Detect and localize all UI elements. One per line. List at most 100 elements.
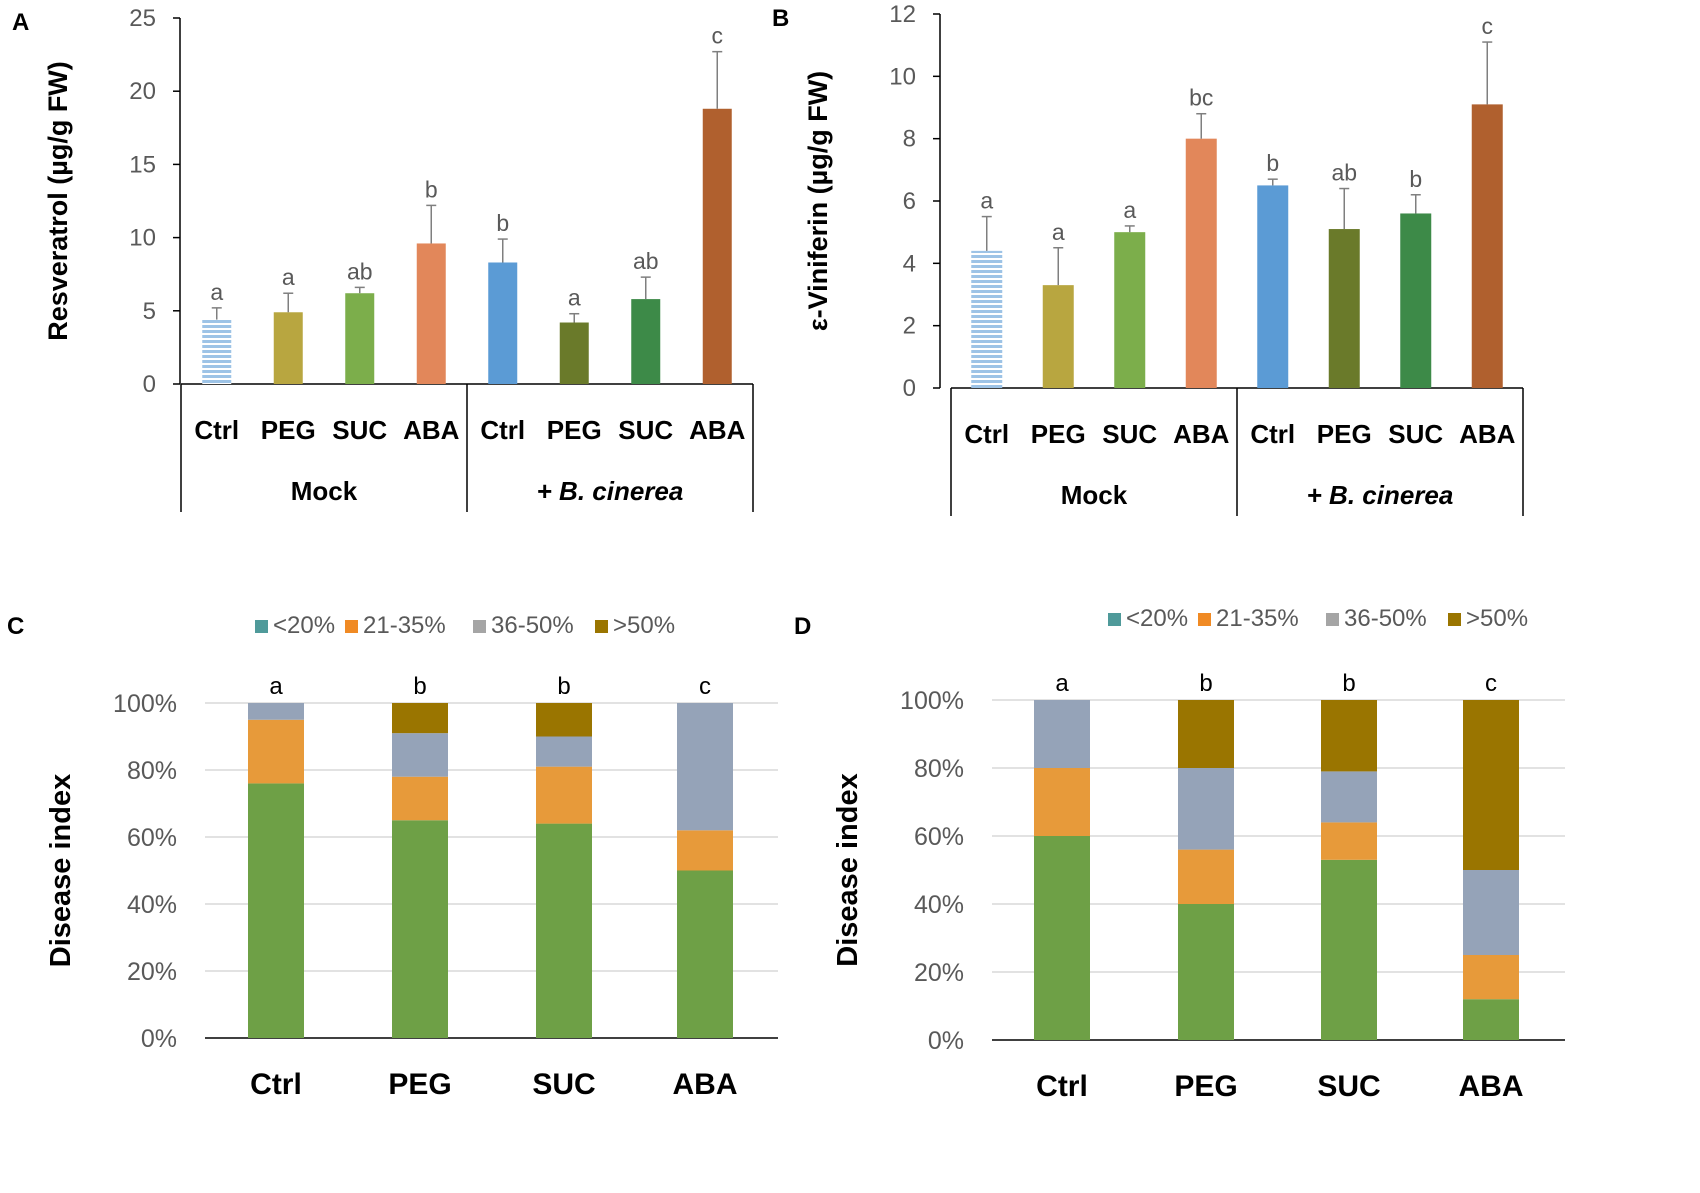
y-axis-title: Resveratrol (µg/g FW) xyxy=(43,61,73,341)
y-tick-label: 25 xyxy=(129,5,156,32)
significance-letter: a xyxy=(1055,670,1069,697)
bar-bcinerea-peg xyxy=(559,322,589,384)
significance-letter: ab xyxy=(1331,160,1357,186)
legend-label: <20% xyxy=(273,612,335,639)
stack-segment-aba-0 xyxy=(1463,999,1519,1040)
x-tick-label: Ctrl xyxy=(480,415,525,445)
y-tick-label: 12 xyxy=(889,1,916,28)
significance-letter: bc xyxy=(1189,85,1213,111)
y-tick-label: 80% xyxy=(914,755,964,783)
significance-letter: b xyxy=(1409,166,1422,192)
stack-segment-peg-0 xyxy=(392,820,448,1038)
x-tick-label: PEG xyxy=(1317,419,1372,449)
bar-bcinerea-ctrl xyxy=(488,262,518,384)
stack-segment-ctrl-1 xyxy=(1034,768,1090,836)
x-tick-label: SUC xyxy=(1317,1070,1380,1103)
bar-bcinerea-ctrl xyxy=(1257,185,1289,388)
group-label-mock: Mock xyxy=(1061,480,1128,510)
stack-segment-ctrl-2 xyxy=(248,703,304,720)
x-tick-label: SUC xyxy=(1388,419,1443,449)
legend-swatch-3 xyxy=(595,620,608,633)
legend-swatch-1 xyxy=(345,620,358,633)
bar-bcinerea-aba xyxy=(702,108,732,384)
y-tick-label: 0% xyxy=(928,1027,964,1055)
y-tick-label: 15 xyxy=(129,151,156,178)
stack-segment-ctrl-0 xyxy=(1034,836,1090,1040)
bar-mock-aba xyxy=(416,243,446,384)
x-tick-label: SUC xyxy=(1102,419,1157,449)
panel-label-A: A xyxy=(12,9,29,36)
x-tick-label: Ctrl xyxy=(1036,1070,1088,1103)
group-label-bcinerea: + B. cinerea xyxy=(537,476,684,506)
y-tick-label: 40% xyxy=(914,891,964,919)
x-tick-label: PEG xyxy=(547,415,602,445)
y-tick-label: 20 xyxy=(129,78,156,105)
y-tick-label: 60% xyxy=(914,823,964,851)
bar-mock-ctrl xyxy=(202,319,232,384)
significance-letter: a xyxy=(568,285,581,311)
legend-label: 36-50% xyxy=(491,612,574,639)
legend-label: 21-35% xyxy=(363,612,446,639)
x-tick-label: ABA xyxy=(673,1068,738,1101)
panel-label-B: B xyxy=(772,5,789,32)
bar-mock-aba xyxy=(1185,138,1217,388)
legend: <20% 21-35% 36-50% >50% xyxy=(255,612,675,639)
x-tick-label: Ctrl xyxy=(250,1068,302,1101)
legend-swatch-1 xyxy=(1198,613,1211,626)
stack-segment-peg-1 xyxy=(1178,849,1234,904)
y-tick-label: 0 xyxy=(143,371,156,398)
significance-letter: a xyxy=(1052,219,1065,245)
significance-letter: a xyxy=(1123,197,1136,223)
stack-segment-aba-0 xyxy=(677,870,733,1038)
legend-label: <20% xyxy=(1126,605,1188,632)
y-tick-label: 2 xyxy=(903,313,916,340)
x-tick-label: ABA xyxy=(689,415,746,445)
y-tick-label: 10 xyxy=(129,225,156,252)
legend-label: 36-50% xyxy=(1344,605,1427,632)
bar-mock-peg xyxy=(1042,285,1074,388)
panel-B: B 0 2 4 6 8 10 12 ε-Viniferin (µg/g FW) a Ctrl a PEG… xyxy=(772,1,1524,516)
y-tick-label: 100% xyxy=(113,690,177,718)
significance-letter: ab xyxy=(347,258,373,284)
y-tick-label: 0 xyxy=(903,375,916,402)
stack-segment-aba-3 xyxy=(1463,700,1519,870)
bar-bcinerea-aba xyxy=(1471,104,1503,388)
stack-segment-peg-3 xyxy=(1178,700,1234,768)
stack-segment-suc-2 xyxy=(536,736,592,767)
x-tick-label: PEG xyxy=(1174,1070,1237,1103)
x-tick-label: SUC xyxy=(532,1068,595,1101)
stack-segment-suc-3 xyxy=(1321,700,1377,772)
bar-mock-peg xyxy=(273,312,303,384)
stack-segment-ctrl-1 xyxy=(248,719,304,784)
significance-letter: c xyxy=(1485,670,1497,697)
bar-bcinerea-suc xyxy=(1400,213,1432,388)
legend-label: >50% xyxy=(1466,605,1528,632)
stack-segment-suc-2 xyxy=(1321,771,1377,823)
bar-mock-suc xyxy=(1114,232,1146,388)
x-tick-label: ABA xyxy=(1459,419,1516,449)
y-tick-label: 20% xyxy=(127,958,177,986)
stack-segment-aba-2 xyxy=(1463,870,1519,955)
panel-label-D: D xyxy=(794,613,811,640)
significance-letter: b xyxy=(1266,150,1279,176)
stack-segment-suc-1 xyxy=(536,766,592,824)
x-tick-label: PEG xyxy=(261,415,316,445)
legend-label: 21-35% xyxy=(1216,605,1299,632)
x-tick-label: PEG xyxy=(388,1068,451,1101)
bar-bcinerea-peg xyxy=(1328,229,1360,388)
y-tick-label: 60% xyxy=(127,824,177,852)
panel-C: C 0% 20% 40% 60% 80% 100% Disease index a Ctrl b PE… xyxy=(7,612,778,1101)
x-tick-label: Ctrl xyxy=(194,415,239,445)
significance-letter: ab xyxy=(633,248,659,274)
x-tick-label: SUC xyxy=(332,415,387,445)
y-axis-title: Disease index xyxy=(45,774,77,967)
y-tick-label: 6 xyxy=(903,188,916,215)
stack-segment-peg-0 xyxy=(1178,904,1234,1040)
significance-letter: b xyxy=(557,673,570,700)
group-label-mock: Mock xyxy=(291,476,358,506)
y-tick-label: 4 xyxy=(903,250,916,277)
significance-letter: b xyxy=(496,210,509,236)
group-label-bcinerea: + B. cinerea xyxy=(1307,480,1454,510)
stack-segment-aba-1 xyxy=(677,830,733,871)
significance-letter: a xyxy=(210,279,223,305)
